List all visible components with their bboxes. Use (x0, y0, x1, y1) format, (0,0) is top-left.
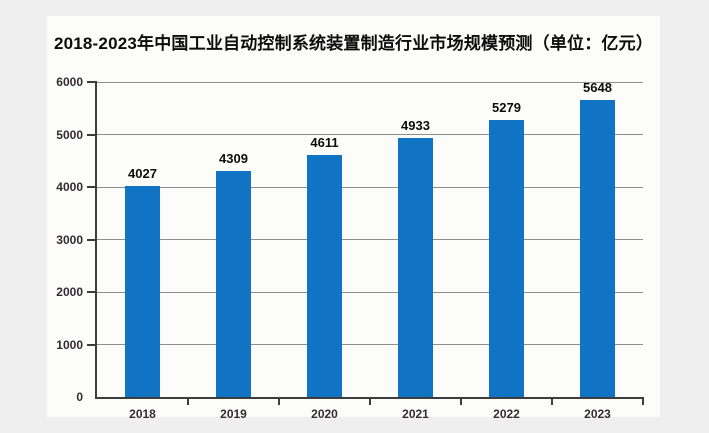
chart-title: 2018-2023年中国工业自动控制系统装置制造行业市场规模预测（单位：亿元） (53, 34, 654, 53)
x-axis-label-2020: 2020 (311, 407, 338, 421)
y-tick-4000 (87, 186, 97, 188)
x-tick-6 (642, 397, 644, 405)
y-axis-label-3000: 3000 (56, 232, 83, 247)
y-tick-6000 (87, 81, 97, 83)
y-tick-1000 (87, 343, 97, 346)
y-axis-label-0: 0 (76, 390, 83, 404)
y-axis-label-6000: 6000 (56, 75, 83, 89)
bar-value-label-2019: 4309 (219, 150, 248, 166)
x-axis-label-2019: 2019 (220, 407, 247, 421)
y-axis-label-4000: 4000 (56, 180, 83, 194)
y-tick-2000 (87, 291, 97, 293)
y-tick-5000 (87, 133, 97, 136)
bar-value-label-2022: 5279 (492, 99, 521, 115)
bar-2018 (125, 185, 160, 397)
bar-value-label-2021: 4933 (401, 118, 430, 134)
bar-value-label-2020: 4611 (310, 134, 339, 150)
x-tick-5 (551, 397, 553, 405)
gridline-2000 (97, 291, 643, 293)
gridline-4000 (97, 186, 643, 188)
y-tick-3000 (87, 238, 97, 241)
x-axis-label-2018: 2018 (129, 407, 156, 421)
chart-plot-area: 0 1000 2000 3000 4000 5000 6000 4027 2018 4309 201… (56, 75, 644, 421)
y-axis-label-1000: 1000 (56, 337, 83, 352)
gridline-3000 (97, 239, 643, 240)
x-axis-label-2021: 2021 (402, 407, 429, 421)
bar-2021 (398, 138, 433, 397)
gridline-6000 (97, 81, 643, 83)
x-tick-1 (187, 397, 189, 405)
gridline-5000 (97, 134, 643, 135)
bar-2019 (216, 170, 251, 397)
x-tick-3 (369, 397, 371, 405)
x-tick-2 (278, 397, 280, 405)
bar-value-label-2018: 4027 (128, 165, 157, 181)
x-axis-label-2023: 2023 (584, 407, 611, 421)
bar-2023 (580, 100, 615, 397)
y-axis-label-2000: 2000 (56, 285, 83, 299)
bar-value-label-2023: 5648 (583, 80, 612, 96)
gridline-1000 (97, 344, 643, 345)
y-axis-label-5000: 5000 (56, 127, 83, 142)
bar-2022 (489, 119, 524, 397)
x-tick-4 (460, 397, 462, 405)
chart-card: 2018-2023年中国工业自动控制系统装置制造行业市场规模预测（单位：亿元） … (47, 16, 660, 421)
x-axis-label-2022: 2022 (493, 407, 520, 421)
bar-2020 (307, 154, 342, 397)
